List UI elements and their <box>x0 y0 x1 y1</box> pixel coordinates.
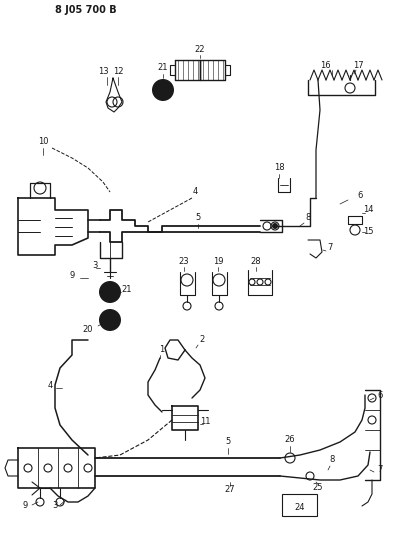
Text: 7: 7 <box>377 465 383 474</box>
Text: 22: 22 <box>195 45 205 54</box>
Text: 12: 12 <box>113 68 123 77</box>
Text: 11: 11 <box>200 417 210 426</box>
Text: 24: 24 <box>295 504 305 513</box>
Text: 2: 2 <box>199 335 204 344</box>
Text: 14: 14 <box>363 206 373 214</box>
Text: 8 J05 700 B: 8 J05 700 B <box>55 5 117 15</box>
Text: 3: 3 <box>93 262 98 271</box>
Text: 4: 4 <box>193 188 198 197</box>
Text: 8: 8 <box>330 456 335 464</box>
Text: 5: 5 <box>225 438 231 447</box>
Text: 4: 4 <box>47 381 53 390</box>
Text: 27: 27 <box>225 486 235 495</box>
Text: 26: 26 <box>285 435 295 445</box>
Text: 3: 3 <box>52 500 58 510</box>
Text: 6: 6 <box>357 191 363 200</box>
Text: 18: 18 <box>274 164 284 173</box>
Circle shape <box>99 281 121 303</box>
Text: 21: 21 <box>158 63 168 72</box>
Bar <box>282 494 317 516</box>
Text: 9: 9 <box>69 271 75 280</box>
Text: 16: 16 <box>320 61 330 69</box>
Text: 15: 15 <box>363 228 373 237</box>
Text: 7: 7 <box>327 244 333 253</box>
Text: 17: 17 <box>353 61 363 69</box>
Text: 8: 8 <box>305 214 311 222</box>
Text: 20: 20 <box>83 326 93 335</box>
Text: 23: 23 <box>179 257 189 266</box>
Text: 28: 28 <box>251 257 261 266</box>
Text: 1: 1 <box>159 345 165 354</box>
Text: 25: 25 <box>313 483 323 492</box>
Circle shape <box>272 223 278 229</box>
Circle shape <box>152 79 174 101</box>
Text: 13: 13 <box>98 68 108 77</box>
Text: 9: 9 <box>22 500 28 510</box>
Text: 19: 19 <box>213 257 223 266</box>
Circle shape <box>99 309 121 331</box>
Text: 10: 10 <box>38 138 48 147</box>
Text: 5: 5 <box>195 214 200 222</box>
Text: 21: 21 <box>122 286 132 295</box>
Text: 6: 6 <box>377 391 383 400</box>
